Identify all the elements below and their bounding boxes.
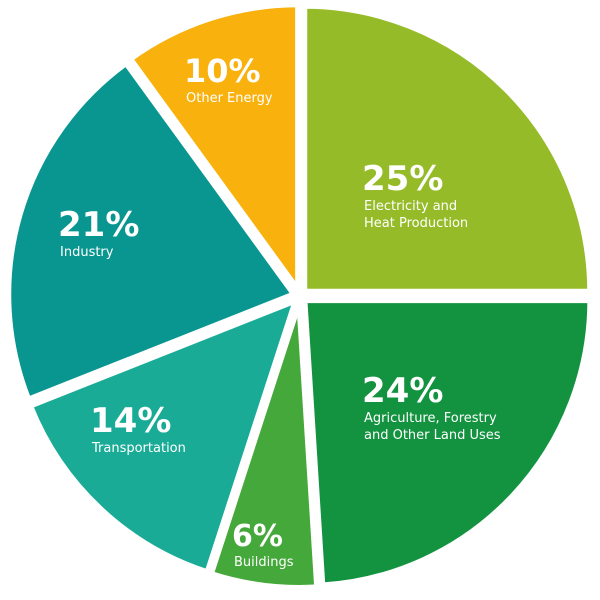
slice-label: 10%Other Energy bbox=[184, 52, 273, 106]
slice-category-label: and Other Land Uses bbox=[364, 428, 501, 443]
slice-percent-label: 10% bbox=[184, 52, 261, 90]
slice-label: 21%Industry bbox=[58, 205, 139, 260]
slice-percent-label: 25% bbox=[362, 159, 443, 199]
slice-category-label: Electricity and bbox=[364, 199, 457, 214]
slice-category-label: Buildings bbox=[234, 555, 294, 570]
pie-slice bbox=[301, 297, 594, 589]
pie-slice bbox=[26, 295, 301, 577]
slice-category-label: Industry bbox=[60, 245, 114, 260]
slice-percent-label: 21% bbox=[58, 205, 139, 245]
slice-category-label: Heat Production bbox=[364, 216, 468, 231]
slice-category-label: Other Energy bbox=[186, 91, 273, 106]
pie-slice bbox=[207, 301, 321, 591]
slice-category-label: Agriculture, Forestry bbox=[364, 411, 497, 426]
slice-category-label: Transportation bbox=[91, 441, 186, 456]
slice-percent-label: 24% bbox=[362, 371, 443, 411]
pie-slice bbox=[301, 2, 594, 295]
slice-label: 25%Electricity and Heat Production bbox=[362, 159, 468, 231]
slice-percent-label: 6% bbox=[232, 519, 283, 554]
pie-slice bbox=[125, 1, 302, 300]
slice-label: 14%Transportation bbox=[90, 401, 186, 456]
slice-percent-label: 14% bbox=[90, 401, 171, 441]
slice-label: 24%Agriculture, Forestry and Other Land U… bbox=[362, 371, 501, 443]
slice-label: 6%Buildings bbox=[232, 519, 294, 570]
pie-slice bbox=[5, 58, 299, 404]
